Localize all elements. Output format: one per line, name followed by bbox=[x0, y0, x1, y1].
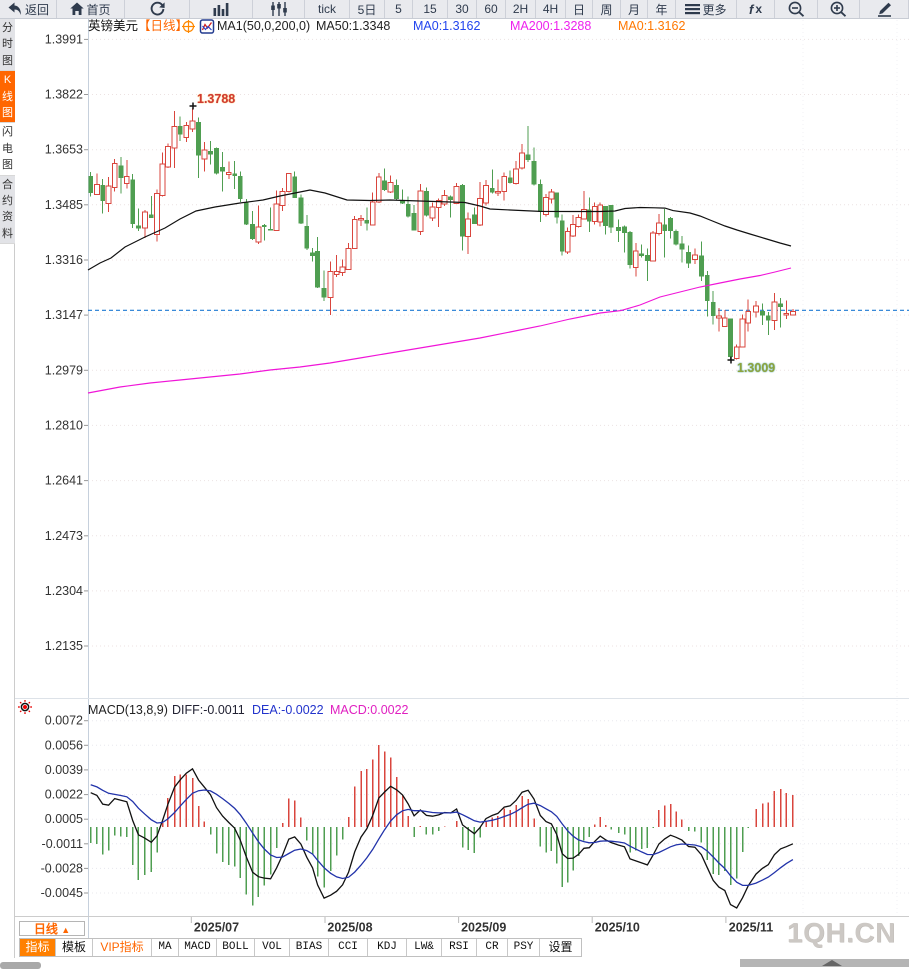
svg-text:DIFF:-0.0011: DIFF:-0.0011 bbox=[172, 703, 245, 717]
svg-text:1.3009: 1.3009 bbox=[737, 361, 775, 375]
svg-text:1.3653: 1.3653 bbox=[45, 143, 83, 157]
svg-text:1.2641: 1.2641 bbox=[45, 474, 83, 488]
svg-text:1.2979: 1.2979 bbox=[45, 363, 83, 377]
svg-text:2025/10: 2025/10 bbox=[595, 921, 640, 935]
svg-text:0.0056: 0.0056 bbox=[45, 738, 83, 752]
svg-text:1.3991: 1.3991 bbox=[45, 32, 83, 46]
svg-text:2025/08: 2025/08 bbox=[327, 921, 372, 935]
svg-text:1.2810: 1.2810 bbox=[45, 418, 83, 432]
svg-text:MACD(13,8,9): MACD(13,8,9) bbox=[88, 703, 168, 717]
svg-text:1.3788: 1.3788 bbox=[197, 92, 235, 106]
svg-text:-0.0011: -0.0011 bbox=[42, 837, 84, 851]
svg-text:2025/07: 2025/07 bbox=[194, 921, 239, 935]
svg-text:-0.0045: -0.0045 bbox=[41, 886, 83, 900]
svg-text:2025/11: 2025/11 bbox=[729, 921, 774, 935]
svg-text:1.3147: 1.3147 bbox=[45, 308, 83, 322]
svg-text:英镑美元: 英镑美元 bbox=[88, 18, 138, 33]
svg-text:0.0039: 0.0039 bbox=[45, 763, 83, 777]
svg-text:MA0:1.3162: MA0:1.3162 bbox=[618, 19, 685, 33]
svg-text:1.3822: 1.3822 bbox=[45, 88, 83, 102]
svg-text:MACD:0.0022: MACD:0.0022 bbox=[330, 703, 409, 717]
svg-text:1.3485: 1.3485 bbox=[45, 198, 83, 212]
svg-text:【日线】: 【日线】 bbox=[138, 19, 188, 33]
svg-text:1.2304: 1.2304 bbox=[45, 584, 83, 598]
svg-text:1.2135: 1.2135 bbox=[45, 639, 83, 653]
svg-text:1.2473: 1.2473 bbox=[45, 529, 83, 543]
svg-text:MA1(50,0,200,0): MA1(50,0,200,0) bbox=[217, 19, 310, 33]
svg-text:DEA:-0.0022: DEA:-0.0022 bbox=[252, 703, 324, 717]
svg-text:0.0072: 0.0072 bbox=[45, 714, 83, 728]
svg-text:MA200:1.3288: MA200:1.3288 bbox=[510, 19, 591, 33]
svg-text:1.3316: 1.3316 bbox=[45, 253, 83, 267]
svg-text:MA0:1.3162: MA0:1.3162 bbox=[413, 19, 480, 33]
svg-text:0.0022: 0.0022 bbox=[45, 788, 83, 802]
svg-text:-0.0028: -0.0028 bbox=[41, 861, 83, 875]
svg-text:0.0005: 0.0005 bbox=[45, 812, 83, 826]
svg-text:MA50:1.3348: MA50:1.3348 bbox=[316, 19, 390, 33]
svg-text:2025/09: 2025/09 bbox=[461, 921, 506, 935]
